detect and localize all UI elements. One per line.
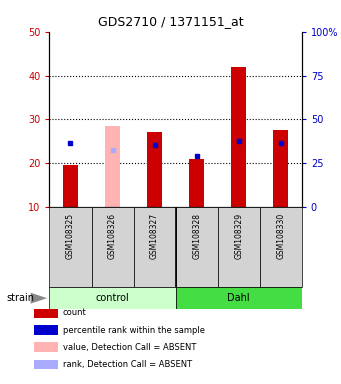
Text: rank, Detection Call = ABSENT: rank, Detection Call = ABSENT [63,360,192,369]
Bar [134,207,176,287]
Bar [218,207,260,287]
Bar [105,126,120,207]
Text: Dahl: Dahl [227,293,250,303]
Text: GDS2710 / 1371151_at: GDS2710 / 1371151_at [98,15,243,28]
Text: count: count [63,308,87,317]
Bar [49,287,176,309]
Text: GSM108329: GSM108329 [234,213,243,259]
Bar [231,67,246,207]
Bar [91,207,134,287]
Bar [34,360,59,369]
Text: GSM108325: GSM108325 [66,213,75,259]
Text: GSM108326: GSM108326 [108,213,117,259]
Bar [34,343,59,352]
Bar [176,207,218,287]
Bar [189,159,204,207]
Bar [34,308,59,318]
Text: strain: strain [7,293,35,303]
Text: control: control [96,293,129,303]
Bar [273,130,288,207]
Text: GSM108330: GSM108330 [276,213,285,259]
Bar [260,207,302,287]
Text: percentile rank within the sample: percentile rank within the sample [63,326,205,334]
Text: GSM108328: GSM108328 [192,213,201,259]
Bar [176,287,302,309]
Bar [63,165,78,207]
Polygon shape [31,293,47,304]
Text: GSM108327: GSM108327 [150,213,159,259]
Bar [34,325,59,335]
Bar [49,207,91,287]
Text: value, Detection Call = ABSENT: value, Detection Call = ABSENT [63,343,196,352]
Bar [147,132,162,207]
